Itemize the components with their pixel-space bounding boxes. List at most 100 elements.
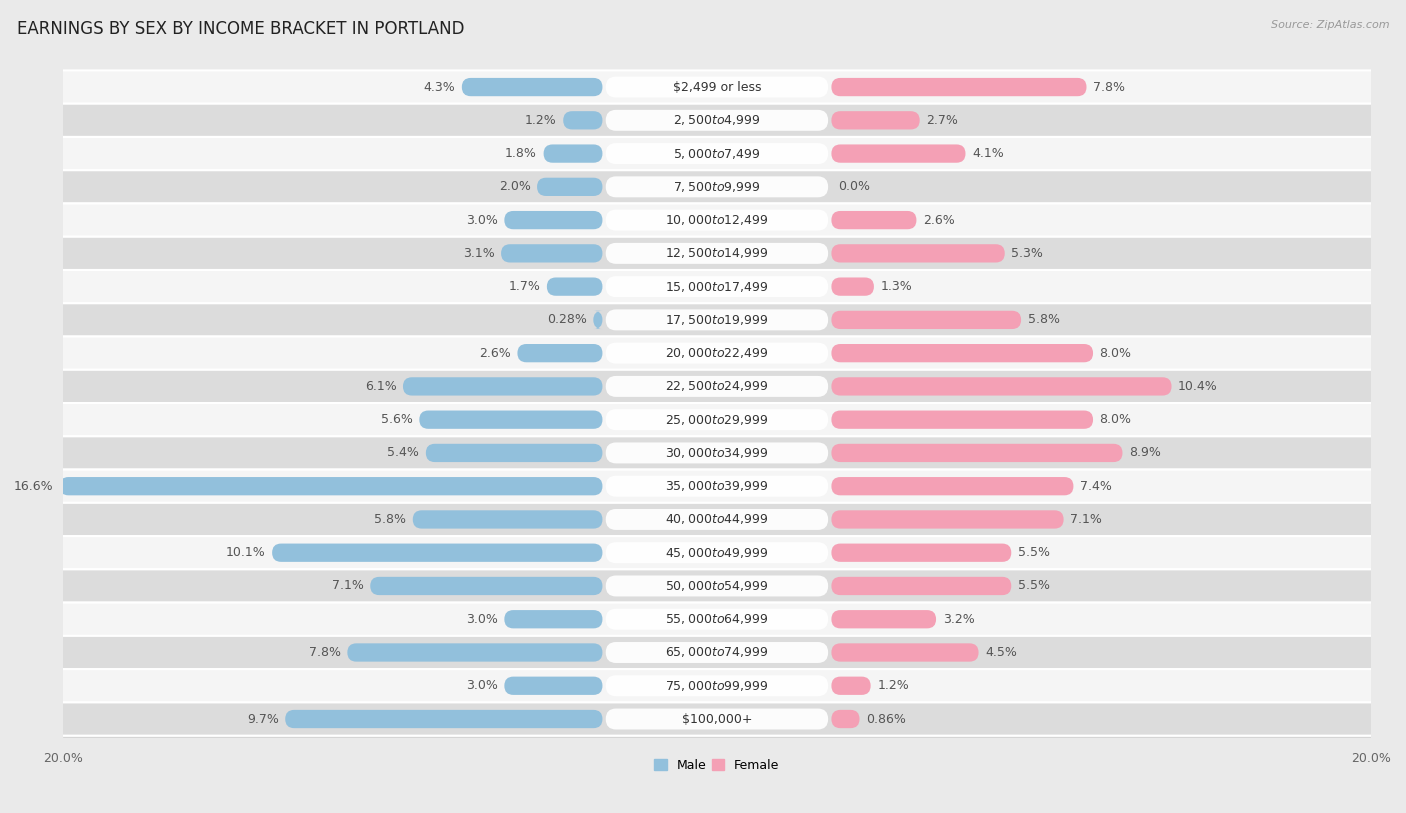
Text: 7.8%: 7.8% bbox=[1092, 80, 1125, 93]
FancyBboxPatch shape bbox=[831, 477, 1073, 495]
FancyBboxPatch shape bbox=[831, 643, 979, 662]
FancyBboxPatch shape bbox=[606, 376, 828, 397]
FancyBboxPatch shape bbox=[564, 111, 602, 129]
FancyBboxPatch shape bbox=[45, 71, 1389, 104]
Text: 4.1%: 4.1% bbox=[972, 147, 1004, 160]
FancyBboxPatch shape bbox=[606, 342, 828, 363]
Text: 16.6%: 16.6% bbox=[14, 480, 53, 493]
Text: $5,000 to $7,499: $5,000 to $7,499 bbox=[673, 146, 761, 161]
FancyBboxPatch shape bbox=[831, 277, 875, 296]
Text: 5.8%: 5.8% bbox=[1028, 313, 1060, 326]
FancyBboxPatch shape bbox=[45, 669, 1389, 702]
Text: EARNINGS BY SEX BY INCOME BRACKET IN PORTLAND: EARNINGS BY SEX BY INCOME BRACKET IN POR… bbox=[17, 20, 464, 38]
FancyBboxPatch shape bbox=[347, 643, 602, 662]
FancyBboxPatch shape bbox=[45, 636, 1389, 669]
FancyBboxPatch shape bbox=[831, 577, 1011, 595]
Text: $30,000 to $34,999: $30,000 to $34,999 bbox=[665, 446, 769, 460]
Text: $17,500 to $19,999: $17,500 to $19,999 bbox=[665, 313, 769, 327]
FancyBboxPatch shape bbox=[606, 642, 828, 663]
Text: $2,499 or less: $2,499 or less bbox=[672, 80, 761, 93]
Text: 3.0%: 3.0% bbox=[465, 613, 498, 626]
FancyBboxPatch shape bbox=[45, 502, 1389, 536]
FancyBboxPatch shape bbox=[831, 377, 1171, 396]
FancyBboxPatch shape bbox=[45, 569, 1389, 602]
Text: 1.2%: 1.2% bbox=[524, 114, 557, 127]
FancyBboxPatch shape bbox=[831, 444, 1122, 462]
Text: $12,500 to $14,999: $12,500 to $14,999 bbox=[665, 246, 769, 260]
FancyBboxPatch shape bbox=[606, 276, 828, 297]
Text: 1.2%: 1.2% bbox=[877, 679, 908, 692]
FancyBboxPatch shape bbox=[505, 610, 602, 628]
Text: $100,000+: $100,000+ bbox=[682, 712, 752, 725]
Text: 2.6%: 2.6% bbox=[479, 346, 510, 359]
Text: $2,500 to $4,999: $2,500 to $4,999 bbox=[673, 113, 761, 128]
FancyBboxPatch shape bbox=[606, 442, 828, 463]
FancyBboxPatch shape bbox=[831, 211, 917, 229]
Text: Source: ZipAtlas.com: Source: ZipAtlas.com bbox=[1271, 20, 1389, 30]
FancyBboxPatch shape bbox=[285, 710, 602, 728]
FancyBboxPatch shape bbox=[59, 477, 602, 495]
Text: 10.4%: 10.4% bbox=[1178, 380, 1218, 393]
Text: 2.0%: 2.0% bbox=[499, 180, 530, 193]
FancyBboxPatch shape bbox=[45, 536, 1389, 569]
Text: 1.7%: 1.7% bbox=[509, 280, 540, 293]
FancyBboxPatch shape bbox=[831, 344, 1092, 363]
Text: 8.0%: 8.0% bbox=[1099, 346, 1132, 359]
FancyBboxPatch shape bbox=[45, 203, 1389, 237]
Text: $10,000 to $12,499: $10,000 to $12,499 bbox=[665, 213, 769, 227]
FancyBboxPatch shape bbox=[606, 310, 828, 330]
FancyBboxPatch shape bbox=[45, 437, 1389, 470]
Text: 3.0%: 3.0% bbox=[465, 679, 498, 692]
FancyBboxPatch shape bbox=[501, 244, 602, 263]
Text: 5.4%: 5.4% bbox=[388, 446, 419, 459]
FancyBboxPatch shape bbox=[593, 311, 602, 329]
Text: 4.3%: 4.3% bbox=[423, 80, 456, 93]
Text: 5.5%: 5.5% bbox=[1018, 546, 1050, 559]
FancyBboxPatch shape bbox=[831, 676, 870, 695]
FancyBboxPatch shape bbox=[831, 111, 920, 129]
FancyBboxPatch shape bbox=[413, 511, 602, 528]
Legend: Male, Female: Male, Female bbox=[650, 754, 785, 776]
Text: $22,500 to $24,999: $22,500 to $24,999 bbox=[665, 380, 769, 393]
FancyBboxPatch shape bbox=[606, 210, 828, 231]
Text: 2.6%: 2.6% bbox=[922, 214, 955, 227]
FancyBboxPatch shape bbox=[606, 143, 828, 164]
Text: 8.0%: 8.0% bbox=[1099, 413, 1132, 426]
FancyBboxPatch shape bbox=[606, 676, 828, 696]
Text: 0.86%: 0.86% bbox=[866, 712, 905, 725]
FancyBboxPatch shape bbox=[45, 137, 1389, 170]
Text: $50,000 to $54,999: $50,000 to $54,999 bbox=[665, 579, 769, 593]
FancyBboxPatch shape bbox=[606, 609, 828, 630]
FancyBboxPatch shape bbox=[831, 311, 1021, 329]
FancyBboxPatch shape bbox=[606, 542, 828, 563]
Text: 5.8%: 5.8% bbox=[374, 513, 406, 526]
FancyBboxPatch shape bbox=[831, 145, 966, 163]
FancyBboxPatch shape bbox=[461, 78, 602, 96]
FancyBboxPatch shape bbox=[606, 76, 828, 98]
FancyBboxPatch shape bbox=[45, 470, 1389, 502]
FancyBboxPatch shape bbox=[537, 178, 602, 196]
FancyBboxPatch shape bbox=[544, 145, 602, 163]
FancyBboxPatch shape bbox=[517, 344, 602, 363]
FancyBboxPatch shape bbox=[45, 237, 1389, 270]
FancyBboxPatch shape bbox=[45, 602, 1389, 636]
Text: $7,500 to $9,999: $7,500 to $9,999 bbox=[673, 180, 761, 193]
FancyBboxPatch shape bbox=[831, 411, 1092, 428]
FancyBboxPatch shape bbox=[606, 576, 828, 597]
FancyBboxPatch shape bbox=[606, 476, 828, 497]
Text: 5.3%: 5.3% bbox=[1011, 247, 1043, 260]
FancyBboxPatch shape bbox=[831, 610, 936, 628]
FancyBboxPatch shape bbox=[831, 511, 1063, 528]
Text: 3.2%: 3.2% bbox=[942, 613, 974, 626]
Text: 1.3%: 1.3% bbox=[880, 280, 912, 293]
FancyBboxPatch shape bbox=[831, 244, 1005, 263]
Text: 5.5%: 5.5% bbox=[1018, 580, 1050, 593]
Text: 3.1%: 3.1% bbox=[463, 247, 495, 260]
FancyBboxPatch shape bbox=[831, 544, 1011, 562]
FancyBboxPatch shape bbox=[45, 403, 1389, 437]
Text: 0.0%: 0.0% bbox=[838, 180, 870, 193]
FancyBboxPatch shape bbox=[419, 411, 602, 428]
Text: 7.8%: 7.8% bbox=[309, 646, 340, 659]
Text: $35,000 to $39,999: $35,000 to $39,999 bbox=[665, 479, 769, 493]
FancyBboxPatch shape bbox=[606, 243, 828, 264]
